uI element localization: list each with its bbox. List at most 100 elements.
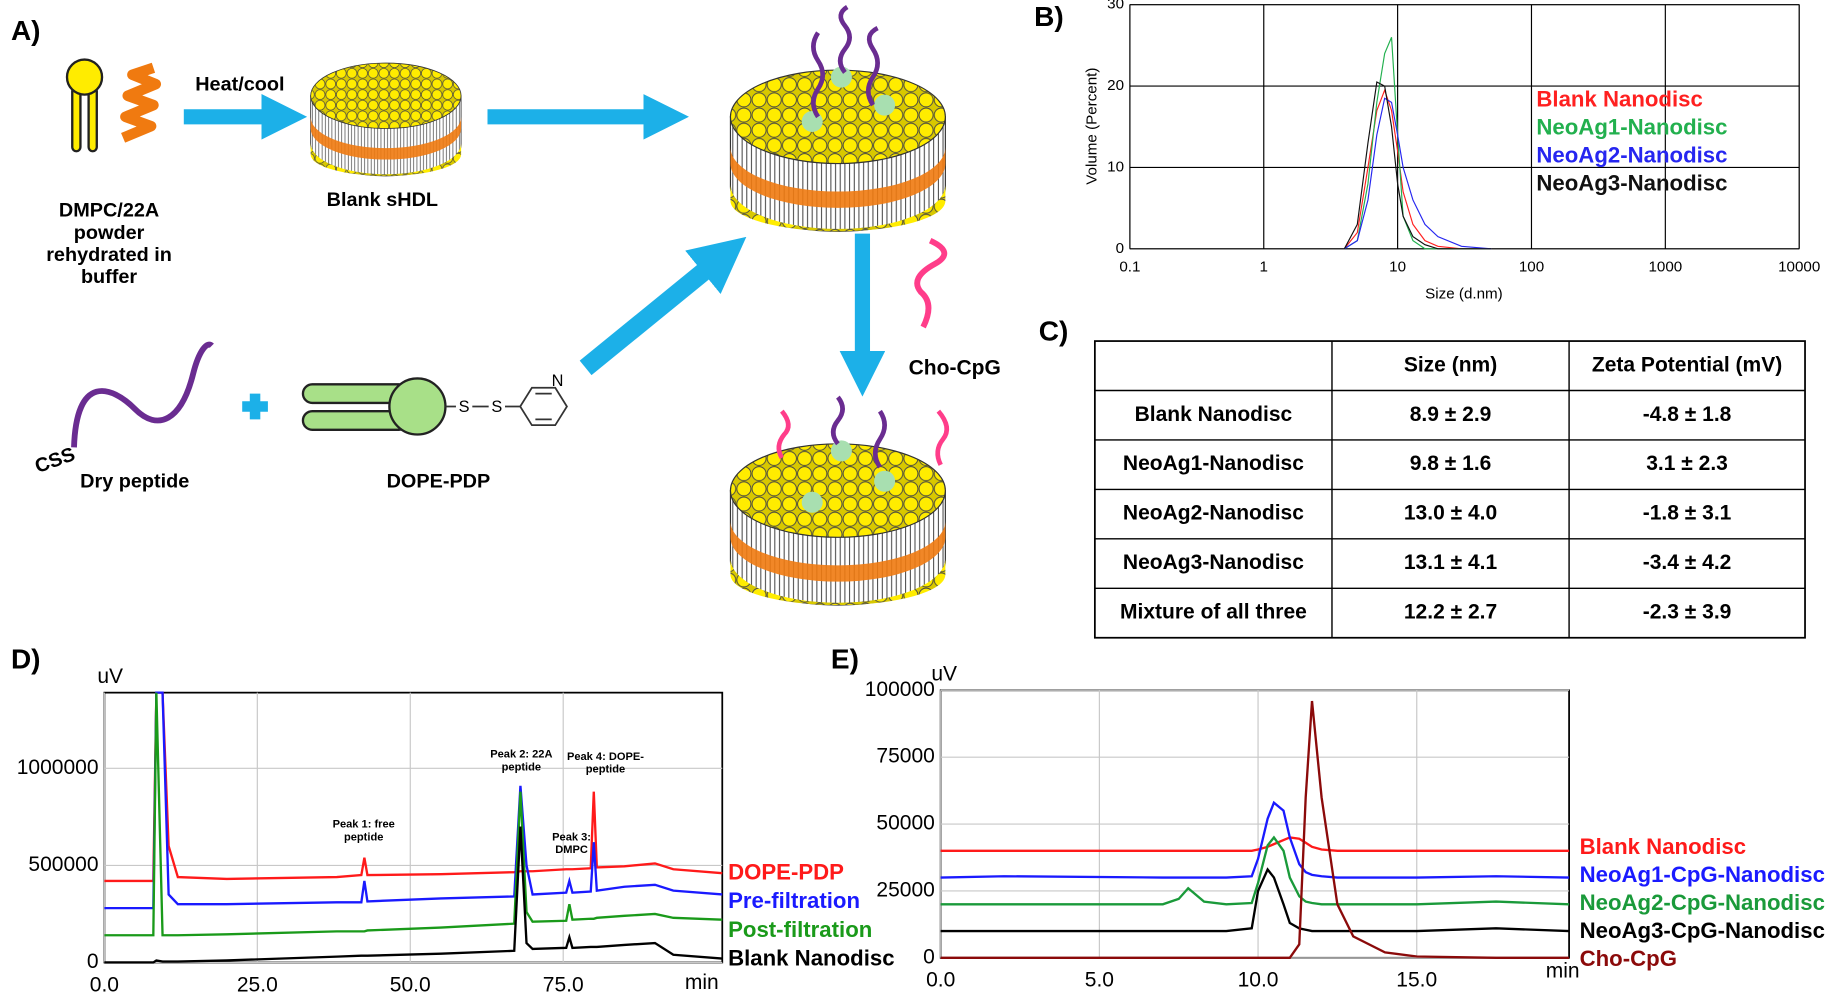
cpg-label: Cho-CpG xyxy=(909,357,1001,380)
series-line xyxy=(104,826,723,964)
x-tick-label: 25.0 xyxy=(237,973,278,996)
diagram: Heat/cool Blank sHDL DMPC/22A powder reh… xyxy=(32,5,1001,606)
table-cell: NeoAg3-Nanodisc xyxy=(1123,551,1304,574)
ring xyxy=(519,386,568,427)
x-tick-label: 0.1 xyxy=(1119,258,1140,275)
panel-label: B) xyxy=(1034,1,1064,32)
x-tick-label: 0.0 xyxy=(90,973,119,996)
peptide xyxy=(837,5,852,74)
legend-entry: NeoAg3-CpG-Nanodisc xyxy=(1580,918,1825,943)
table-cell: NeoAg2-Nanodisc xyxy=(1123,502,1304,525)
legend-entry: Pre-filtration xyxy=(728,888,860,913)
blank-disc xyxy=(310,62,462,177)
series-line xyxy=(104,692,723,937)
antigen xyxy=(874,94,896,116)
start-label: powder xyxy=(74,222,145,244)
legend-entry: DOPE-PDP xyxy=(728,860,844,885)
panel-label: E) xyxy=(831,644,859,675)
plot-frame xyxy=(103,691,724,964)
y-axis-label: uV xyxy=(97,665,123,688)
x-tick-label: 5.0 xyxy=(1085,969,1114,992)
y-tick-label: 10 xyxy=(1107,158,1124,175)
annotation: Peak 2: 22A xyxy=(490,748,552,760)
cpg xyxy=(935,409,950,466)
y-tick-label: 0 xyxy=(923,945,935,968)
y-axis-label: Volume (Percent) xyxy=(1084,68,1101,185)
table-cell: Blank Nanodisc xyxy=(1135,403,1293,426)
loaded-disc xyxy=(729,69,946,232)
antigen xyxy=(801,491,823,513)
atom: S xyxy=(459,398,470,416)
table-cell: 13.0 ± 4.0 xyxy=(1404,502,1497,525)
x-axis-label: Size (d.nm) xyxy=(1425,285,1503,302)
blank-label: Blank sHDL xyxy=(327,189,438,211)
table-cell: -4.8 ± 1.8 xyxy=(1643,403,1732,426)
peptide xyxy=(71,341,214,448)
x-axis-label: min xyxy=(1546,959,1580,982)
atom: S xyxy=(491,398,502,416)
start-label: buffer xyxy=(81,266,137,288)
helix xyxy=(120,62,162,143)
series-line xyxy=(940,836,1570,852)
series-line xyxy=(940,700,1570,959)
series-line xyxy=(104,691,723,910)
y-tick-label: 0 xyxy=(87,950,99,973)
x-tick-label: 1 xyxy=(1260,258,1268,275)
lipid-label: DOPE-PDP xyxy=(387,471,491,493)
annotation: Peak 4: DOPE- xyxy=(567,751,644,763)
table-cell: -3.4 ± 4.2 xyxy=(1643,551,1732,574)
plus xyxy=(242,393,268,420)
table-cell: 3.1 ± 2.3 xyxy=(1646,452,1728,475)
peptide xyxy=(830,395,845,446)
series-line xyxy=(940,835,1570,906)
y-tick-label: 75000 xyxy=(876,745,934,768)
table-cell: 13.1 ± 4.1 xyxy=(1404,551,1498,574)
lipid-head xyxy=(65,58,104,96)
x-tick-label: 10000 xyxy=(1778,258,1820,275)
y-tick-label: 0 xyxy=(1116,240,1124,257)
x-tick-label: 0.0 xyxy=(926,969,955,992)
cpg xyxy=(776,409,791,460)
legend-entry: Blank Nanodisc xyxy=(1580,834,1746,859)
peptide xyxy=(872,409,887,469)
legend-entry: NeoAg1-CpG-Nanodisc xyxy=(1580,862,1825,887)
table-cell: Mixture of all three xyxy=(1120,601,1307,624)
lipid-head xyxy=(388,377,447,436)
y-tick-label: 500000 xyxy=(28,853,98,876)
chart: 0.1 1 10 100 1000 10000 0 10 20 30 Size (d.nm) Volu… xyxy=(1084,0,1821,302)
y-tick-label: 25000 xyxy=(876,878,934,901)
series-line xyxy=(1343,88,1492,250)
table-cell: 12.2 ± 2.7 xyxy=(1404,601,1497,624)
series-line xyxy=(1344,97,1492,250)
start-label: DMPC/22A xyxy=(59,200,159,222)
antigen xyxy=(874,470,896,492)
annotation: Peak 3: xyxy=(552,831,591,843)
legend-entry: Post-filtration xyxy=(728,917,872,942)
table-cell: 8.9 ± 2.9 xyxy=(1410,403,1492,426)
table-cell: NeoAg1-Nanodisc xyxy=(1123,452,1304,475)
legend-entry: NeoAg3-Nanodisc xyxy=(1536,170,1727,195)
antigen xyxy=(830,66,852,88)
cpg xyxy=(914,237,948,329)
series-line xyxy=(940,867,1570,933)
x-tick-label: 100 xyxy=(1519,258,1544,275)
legend-entry: Cho-CpG xyxy=(1580,946,1677,971)
chart: 0.0 5.0 10.0 15.0 0 25000 50000 75000 100000 min u… xyxy=(865,663,1825,992)
x-axis-label: min xyxy=(685,971,719,994)
peptide xyxy=(865,25,880,107)
step-label: Heat/cool xyxy=(195,74,284,96)
x-tick-label: 10.0 xyxy=(1238,969,1279,992)
chart: 0.0 25.0 50.0 75.0 0 500000 1000000 min uV DOPE-P… xyxy=(17,665,895,996)
x-tick-label: 50.0 xyxy=(390,973,431,996)
table-cell: -1.8 ± 3.1 xyxy=(1643,502,1732,525)
atom: N xyxy=(552,372,564,390)
peptide xyxy=(811,31,826,119)
antigen xyxy=(830,440,852,462)
y-tick-label: 1000000 xyxy=(17,756,99,779)
x-tick-label: 15.0 xyxy=(1396,969,1437,992)
annotation: Peak 1: free xyxy=(333,819,395,831)
series-line xyxy=(1344,37,1492,250)
lipid-tail xyxy=(73,88,96,151)
